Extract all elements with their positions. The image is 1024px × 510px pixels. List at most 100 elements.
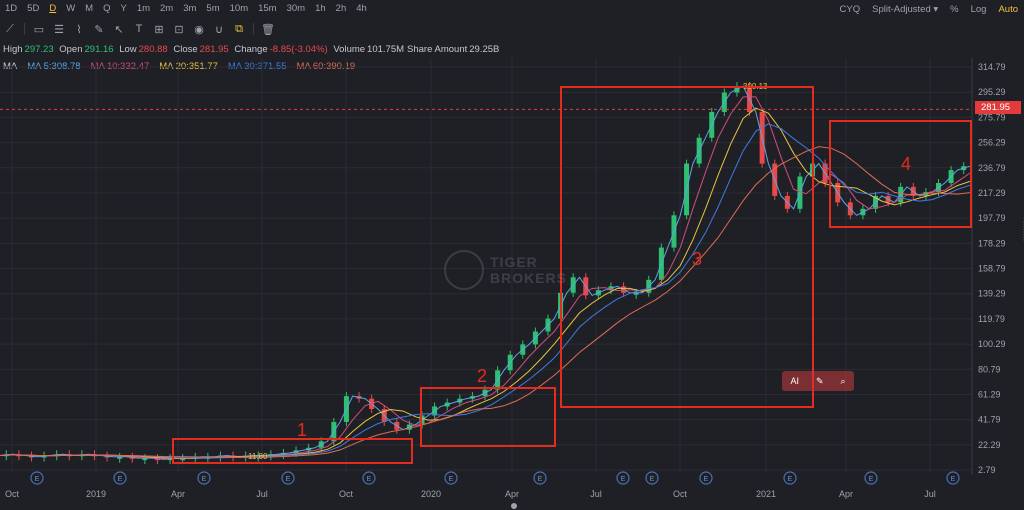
y-tick-label: 197.79 — [978, 213, 1006, 223]
box-label: 3 — [692, 249, 702, 269]
tiger-logo-icon — [444, 250, 484, 290]
timeframe-M[interactable]: M — [85, 3, 94, 14]
cyq-button[interactable]: CYQ — [839, 3, 861, 15]
current-price-tag: 281.95 — [975, 101, 1021, 114]
event-marker-glyph: E — [704, 476, 709, 483]
indicator-tool-icon[interactable]: ⊞ — [154, 23, 164, 36]
change-label: Change — [234, 44, 268, 55]
eye-icon[interactable]: ◉ — [194, 23, 204, 36]
open-value: 291.16 — [84, 44, 114, 55]
timeframe-W[interactable]: W — [66, 3, 76, 14]
timeframe-3m[interactable]: 3m — [183, 3, 197, 14]
low-value: 280.88 — [138, 44, 168, 55]
x-tick-label: Oct — [339, 489, 354, 499]
ma60-line — [0, 146, 971, 458]
resize-handle-icon[interactable]: ⋮ ⋮ ⋮ — [1020, 217, 1024, 242]
event-marker-glyph: E — [650, 476, 655, 483]
rect-tool-icon[interactable]: ▭ — [33, 23, 45, 36]
box-label: 4 — [901, 154, 911, 174]
ma10-line — [0, 96, 971, 459]
magic-button[interactable]: ✎ — [815, 375, 824, 386]
timeframe-toolbar: 1D 5D D W M Q Y 1m 2m 3m 5m 10m 15m 30m 1h 2h 4h — [0, 0, 1024, 18]
x-tick-label: Oct — [5, 489, 20, 499]
scroll-indicator[interactable] — [511, 503, 517, 509]
low-annotation: 11.80 — [248, 452, 268, 461]
x-tick-label: 2020 — [421, 489, 441, 499]
brush-tool-icon[interactable]: ✎ — [94, 23, 104, 36]
y-tick-label: 295.29 — [978, 87, 1006, 97]
ai-button[interactable]: AI — [790, 376, 799, 386]
y-tick-label: 256.29 — [978, 138, 1006, 148]
y-tick-label: 275.79 — [978, 112, 1006, 122]
toolbar-right: CYQ Split-Adjusted ▾ % Log Auto — [840, 0, 1018, 18]
volume-value: 101.75M — [367, 44, 405, 55]
magnet-icon[interactable]: ∪ — [214, 23, 224, 36]
event-marker-icon — [783, 471, 797, 485]
event-marker-glyph: E — [951, 476, 956, 483]
high-value: 297.23 — [24, 44, 54, 55]
timeframe-2h[interactable]: 2h — [335, 3, 347, 14]
timeframe-5D[interactable]: 5D — [27, 3, 40, 14]
timeframe-30m[interactable]: 30m — [286, 3, 306, 14]
text-tool-icon[interactable]: T — [135, 23, 143, 35]
highlight-box — [172, 438, 413, 464]
event-marker-icon — [113, 471, 127, 485]
box-label: 1 — [297, 420, 307, 440]
timeframe-4h[interactable]: 4h — [356, 3, 367, 14]
amount-value: 29.25B — [469, 44, 500, 55]
low-label: Low — [119, 44, 137, 55]
y-tick-label: 119.79 — [978, 314, 1005, 324]
link-icon[interactable]: ⧉ — [235, 22, 243, 35]
divider — [253, 23, 254, 35]
line-tool-icon[interactable]: ⟋ — [6, 22, 14, 35]
timeframe-Y[interactable]: Y — [120, 3, 127, 14]
timeframe-1D[interactable]: 1D — [5, 3, 18, 14]
y-tick-label: 2.79 — [978, 465, 996, 475]
divider — [24, 23, 25, 35]
x-tick-label: Jul — [924, 489, 936, 499]
y-tick-label: 139.29 — [978, 289, 1006, 299]
event-marker-icon — [197, 471, 211, 485]
x-tick-label: Oct — [673, 489, 688, 499]
candle-body — [633, 292, 639, 295]
timeframe-Q[interactable]: Q — [103, 3, 111, 14]
fib-tool-icon[interactable]: ☰ — [54, 23, 64, 36]
y-tick-label: 217.29 — [978, 188, 1006, 198]
event-marker-glyph: E — [367, 476, 372, 483]
trash-icon[interactable]: 🗑 — [261, 23, 275, 36]
cursor-tool-icon[interactable]: ↖ — [114, 23, 124, 36]
change-value: -8.85(-3.04%) — [269, 44, 328, 55]
log-button[interactable]: Log — [970, 3, 987, 15]
highlight-box — [560, 86, 814, 408]
amount-label: Share Amount — [407, 44, 468, 55]
y-tick-label: 100.29 — [978, 339, 1006, 349]
open-label: Open — [59, 44, 83, 55]
lock-icon[interactable]: ⊡ — [174, 23, 184, 36]
timeframe-1m[interactable]: 1m — [136, 3, 151, 14]
x-tick-label: Apr — [505, 489, 519, 499]
timeframe-5m[interactable]: 5m — [206, 3, 220, 14]
y-tick-label: 22.29 — [978, 440, 1001, 450]
volume-label: Volume — [333, 44, 366, 55]
event-marker-icon — [281, 471, 295, 485]
event-marker-icon — [362, 471, 376, 485]
percent-button[interactable]: % — [950, 3, 959, 15]
search-icon[interactable]: ⌕ — [840, 375, 846, 386]
timeframe-1h[interactable]: 1h — [315, 3, 326, 14]
timeframe-D[interactable]: D — [49, 3, 57, 14]
watermark-line2: BROKERS — [490, 270, 568, 286]
timeframe-10m[interactable]: 10m — [229, 3, 249, 14]
pattern-tool-icon[interactable]: ⌇ — [76, 23, 82, 36]
box-label: 2 — [477, 366, 487, 386]
timeframe-2m[interactable]: 2m — [160, 3, 174, 14]
split-adjusted-dropdown[interactable]: Split-Adjusted ▾ — [872, 3, 939, 15]
timeframe-15m[interactable]: 15m — [258, 3, 277, 14]
y-tick-label: 236.79 — [978, 163, 1006, 173]
x-tick-label: 2019 — [86, 489, 106, 499]
event-marker-glyph: E — [621, 476, 626, 483]
tiger-brokers-watermark: TIGER BROKERS — [444, 250, 567, 290]
auto-button[interactable]: Auto — [998, 3, 1018, 15]
event-marker-glyph: E — [449, 476, 454, 483]
candle-body — [142, 458, 148, 461]
